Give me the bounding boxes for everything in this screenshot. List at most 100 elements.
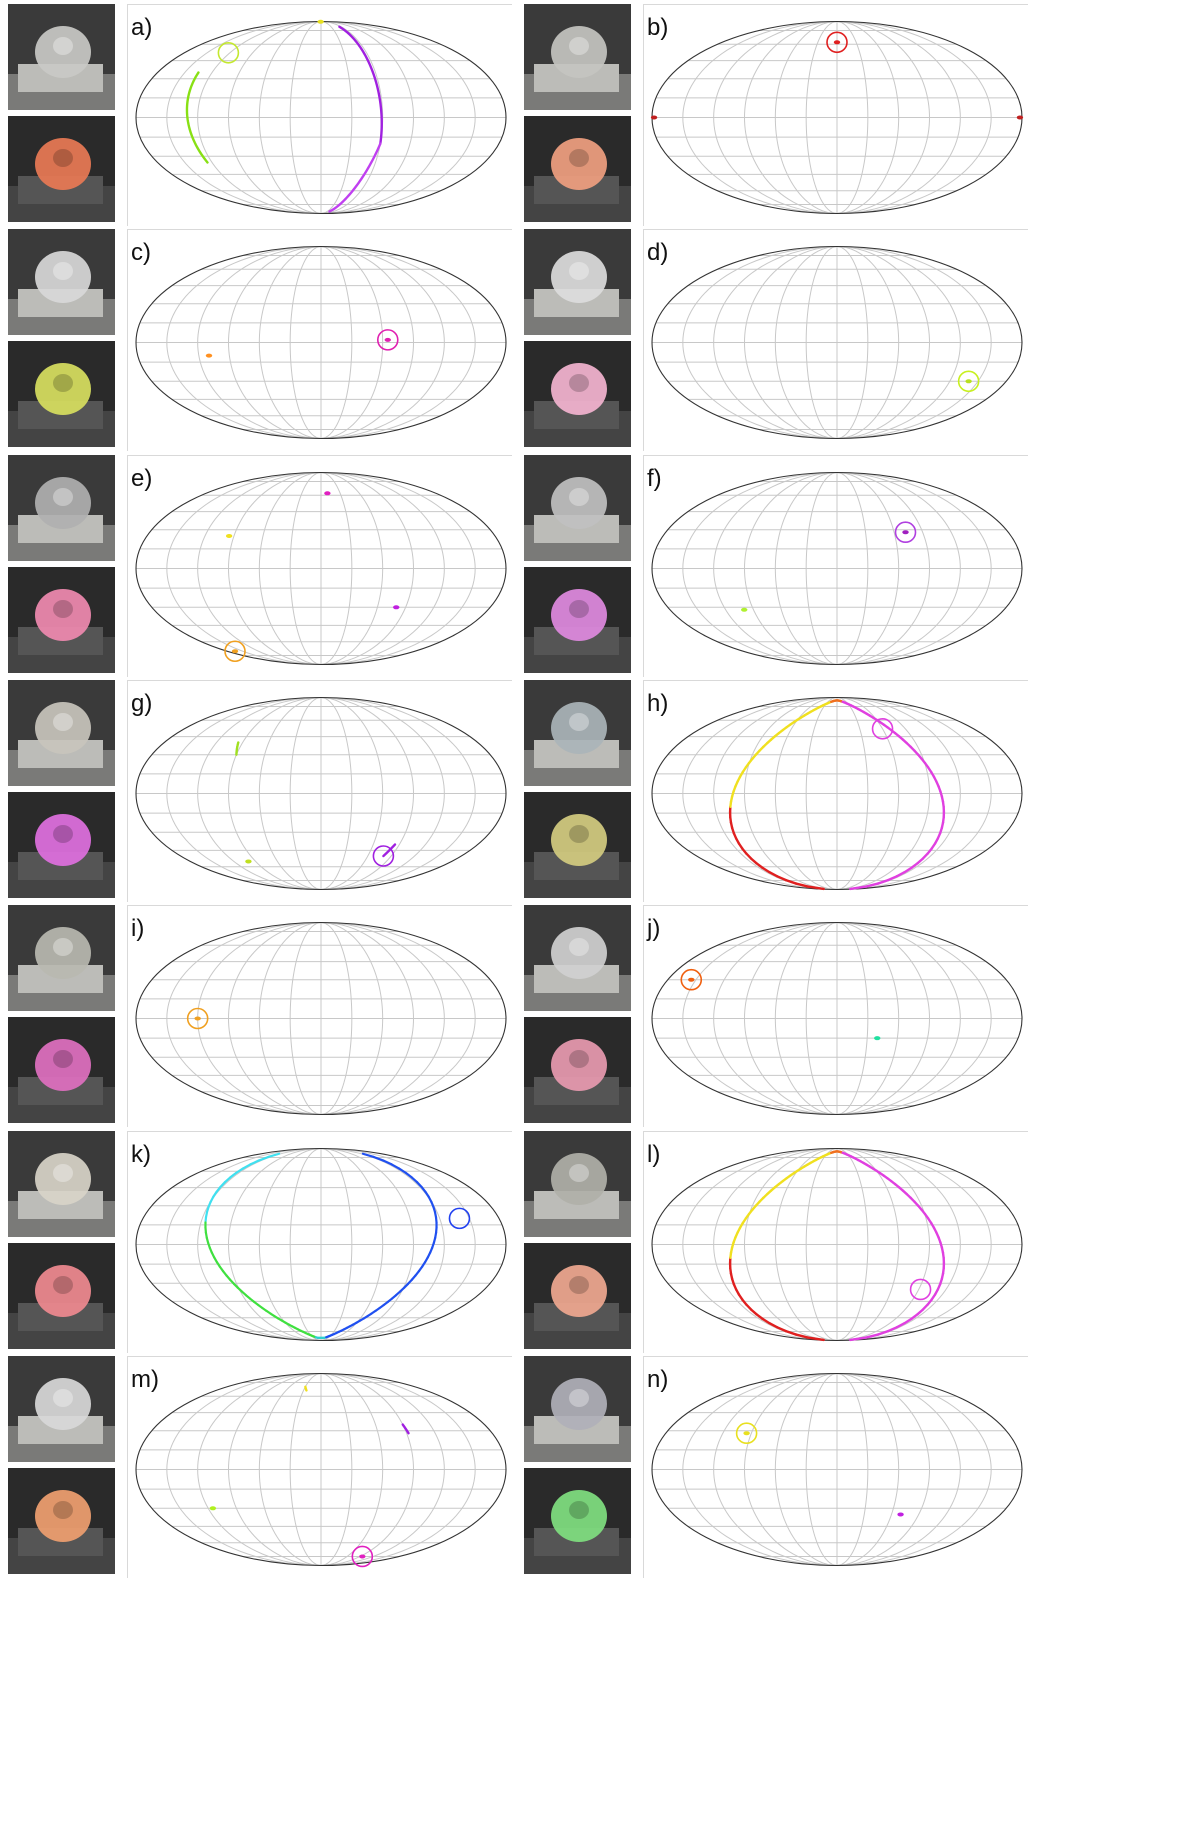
meridian-line [682,697,838,890]
sample-arc-segment [784,1329,798,1336]
ground-truth-circle [448,1207,471,1230]
sample-arc-segment [755,1313,764,1321]
pose-overlay-image [524,567,631,673]
meridian-line [166,697,322,890]
mollweide-plot [127,905,512,1127]
ground-truth-circle [871,717,894,740]
meridian-line [227,246,322,439]
sample-arc-segment [794,1333,810,1339]
meridian-line [227,21,322,214]
sample-cluster [902,530,909,535]
sample-arc-segment [910,862,919,870]
meridian-line [320,246,384,439]
pose-overlay-image [524,341,631,447]
pose-overlay-image [8,792,115,898]
meridian-line [836,1373,931,1566]
meridian-line [227,922,322,1115]
meridian-line [713,922,838,1115]
meridian-line [320,1373,384,1566]
meridian-line [682,21,838,214]
meridian-line [836,697,992,890]
meridian-line [743,246,838,439]
input-image [524,680,631,786]
meridian-line [320,1148,476,1341]
sphere-outline [651,921,1023,1116]
sample-arc-segment [864,1333,880,1339]
meridian-line [320,697,353,890]
sample-arc-segment [910,1313,919,1321]
ground-truth-circle [957,370,980,393]
pose-overlay-image [8,341,115,447]
ground-truth-circle [351,1545,374,1568]
meridian-line [320,21,415,214]
sample-cluster [874,1036,881,1041]
sample-arc-segment [404,1171,413,1179]
meridian-line [320,1148,353,1341]
meridian-line [320,697,445,890]
sample-cluster [384,337,391,342]
meridian-line [836,922,900,1115]
sample-arc-segment [390,1163,401,1170]
graticule [136,1148,506,1341]
sample-arc-segment [267,1152,281,1159]
input-image [8,229,115,335]
graticule [652,1373,1022,1566]
sample-arc-segment [784,878,798,885]
meridian-line [320,246,476,439]
meridian-line [836,1148,931,1341]
meridian-line [197,472,322,665]
sphere-outline [135,1372,507,1567]
sphere-outline [135,921,507,1116]
sample-arc-segment [776,875,788,882]
meridian-line [836,1373,900,1566]
graticule [136,1373,506,1566]
meridian-line [289,21,322,214]
sphere-outline [135,245,507,440]
panel-label: k) [131,1141,151,1168]
sample-arc [185,71,209,164]
meridian-line [166,21,322,214]
sphere-outline [651,696,1023,891]
meridian-line [774,1373,838,1566]
sample-arc-segment [382,1159,393,1166]
pose-overlay-image [524,116,631,222]
graticule [136,697,506,890]
sample-arc-segment [895,871,906,878]
sample-arc-segment [761,866,771,874]
meridian-line [289,697,322,890]
input-image [524,905,631,1011]
sample-arc-segment [776,1326,788,1333]
meridian-line [320,472,476,665]
sample-arc-segment [361,1152,375,1159]
meridian-line [197,21,322,214]
meridian-line [197,697,322,890]
pose-overlay-image [8,1017,115,1123]
graticule [136,922,506,1115]
meridian-line [743,922,838,1115]
ground-truth-circle [376,329,399,351]
meridian-line [320,1373,445,1566]
sample-arc-segment [895,1322,906,1329]
graticule [652,21,1022,214]
sphere-outline [651,245,1023,440]
pose-overlay-image [524,792,631,898]
panel-label: e) [131,465,153,492]
input-image [8,1131,115,1237]
meridian-line [836,472,900,665]
sample-arc-segment [241,1163,252,1170]
input-image [8,4,115,110]
meridian-line [258,697,322,890]
meridian-line [805,1373,838,1566]
meridian-line [682,472,838,665]
panel-label: i) [131,915,145,942]
panel-label: f) [647,465,662,492]
panel-label: l) [647,1141,661,1168]
sample-arc-segment [755,862,764,870]
meridian-line [836,21,961,214]
ground-truth-circle [909,1278,932,1301]
meridian-line [289,246,322,439]
meridian-line [320,922,415,1115]
pose-overlay-image [524,1468,631,1574]
sample-arc-segment [864,882,880,888]
ground-truth-circle [826,31,848,54]
